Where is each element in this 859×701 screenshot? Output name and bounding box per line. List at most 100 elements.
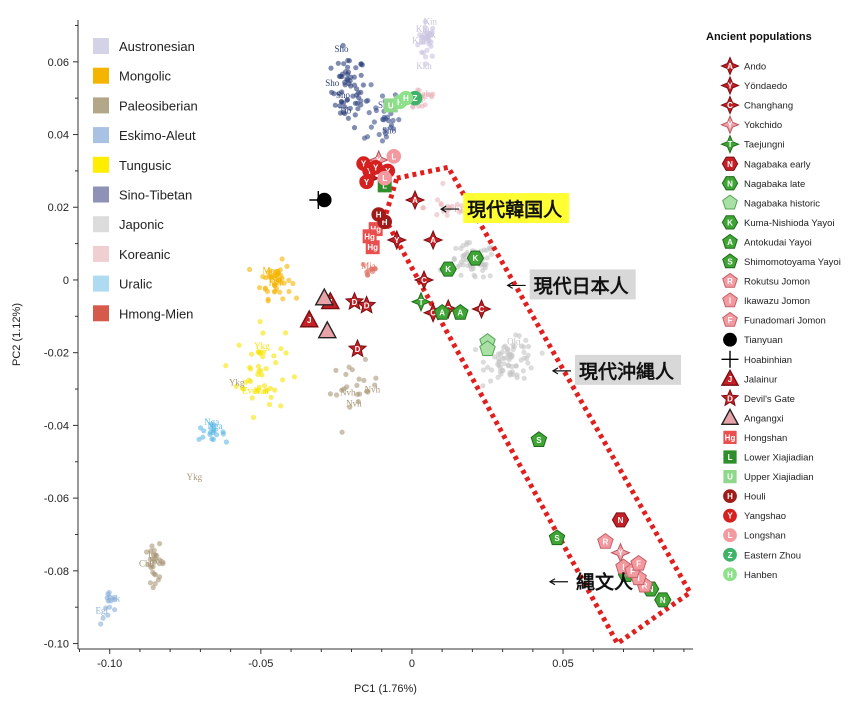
cloud-dot-mongolic [290, 280, 296, 287]
ancient-legend-marker [721, 350, 739, 368]
cloud-dot-sino-tibetan [347, 105, 353, 111]
cloud-dot-hmong-mien [360, 261, 366, 268]
ancient-legend-marker: Hg [723, 430, 737, 445]
language-legend: Austronesian Mongolic Paleosiberian Eskimo-… [93, 38, 198, 322]
cloud-dot-sino-tibetan [345, 64, 351, 70]
cloud-dot-paleosiberian [156, 561, 163, 567]
cloud-dot-paleosiberian [152, 581, 158, 587]
point-letter: Hg [367, 243, 378, 252]
legend-marker-letter: A [727, 238, 733, 247]
ancient-legend-label: Shimomotoyama Yayoi [744, 257, 841, 268]
legend-label: Sino-Tibetan [119, 188, 192, 203]
x-tick-label: -0.05 [248, 658, 273, 670]
ancient-legend-marker: Y [723, 508, 737, 523]
legend-marker-letter: H [727, 570, 733, 579]
cloud-dot-japonic [487, 273, 493, 279]
cloud-dot-austronesian [423, 61, 429, 67]
cloud-dot-sino-tibetan [371, 119, 377, 125]
annotation-korea: 現代韓国人 [440, 193, 570, 224]
ancient-legend-item-hoabinhian: Hoabinhian [721, 350, 792, 368]
cloud-dot-japonic [472, 274, 478, 280]
legend-label: Japonic [119, 217, 164, 232]
legend-swatch [93, 127, 109, 144]
dotted-highlight-box [382, 164, 693, 646]
point-letter: Y [364, 178, 370, 187]
ancient-legend-label: Changhang [744, 101, 793, 112]
ancient-legend-item-jalainur: J Jalainur [720, 368, 777, 386]
annotation-background [575, 354, 682, 385]
cloud-dot-tungusic [250, 414, 257, 420]
point-letter: K [473, 254, 479, 263]
cloud-label-hmong-mien: Mia [361, 261, 376, 271]
annotation-label: 現代日本人 [534, 274, 630, 297]
ancient-legend-label: Ikawazu Jomon [744, 296, 810, 307]
legend-label: Austronesian [119, 39, 195, 54]
cloud-dot-japonic [495, 361, 501, 367]
x-tick-label: -0.10 [97, 658, 122, 670]
legend-marker-letter: J [728, 375, 732, 384]
cloud-dot-eskimo-aleut [103, 605, 109, 611]
ancient-legend-marker: A [722, 233, 738, 249]
ancient-legend-title: Ancient populations [706, 31, 812, 43]
cloud-dot-sino-tibetan [364, 134, 371, 140]
cloud-dot-austronesian [429, 53, 435, 59]
cloud-dot-mongolic [286, 288, 292, 295]
cloud-dot-mongolic [263, 275, 269, 281]
legend-item-hmong-mien: Hmong-Mien [93, 305, 193, 322]
y-tick-label: -0.10 [44, 639, 69, 651]
cloud-dot-mongolic [267, 268, 273, 274]
point-ando: A [422, 229, 444, 251]
point-letter: A [439, 309, 445, 318]
legend-marker-letter: Y [727, 512, 733, 521]
point-letter: I [622, 563, 624, 572]
point-letter: N [648, 585, 654, 594]
cloud-dot-austronesian [417, 32, 423, 38]
legend-item-austronesian: Austronesian [93, 38, 195, 54]
annotation-label: 縄文人 [576, 571, 634, 594]
cloud-dot-tungusic [264, 387, 270, 393]
legend-label: Eskimo-Aleut [119, 128, 196, 143]
ancient-legend-item-yangshao: Y Yangshao [723, 508, 786, 523]
ancient-legend-marker: L [723, 450, 737, 464]
point-letter: S [554, 534, 560, 543]
point-nagabaka-early: N [611, 512, 630, 528]
cloud-dot-sino-tibetan [355, 90, 361, 96]
cloud-dot-sino-tibetan [382, 116, 389, 122]
ancient-legend-label: Nagabaka early [744, 159, 811, 170]
cloud-dot-koreanic [429, 94, 435, 100]
cloud-dot-uralic [223, 439, 229, 445]
point-letter: L [382, 174, 387, 183]
point-letter: N [660, 596, 666, 605]
legend-label: Mongolic [119, 69, 172, 84]
point-houli: H [371, 207, 387, 222]
legend-item-tungusic: Tungusic [93, 156, 172, 173]
ancient-legend-label: Lower Xiajiadian [744, 453, 814, 464]
cloud-dot-paleosiberian [327, 391, 333, 397]
cloud-dot-koreanic [459, 203, 465, 209]
cloud-dot-tungusic [260, 354, 266, 360]
ancient-legend-item-nagabaka-late: N Nagabaka late [721, 176, 805, 191]
ancient-legend-marker: N [721, 176, 739, 191]
point-letter: C [479, 305, 485, 314]
cloud-dot-japonic [460, 253, 466, 259]
cloud-dot-sino-tibetan [331, 91, 337, 97]
cloud-dot-austronesian [426, 31, 432, 37]
cloud-label-uralic: Nga [208, 421, 223, 431]
cloud-dot-koreanic [459, 208, 465, 214]
ancient-legend-label: Ando [744, 62, 766, 73]
cloud-dot-sino-tibetan [396, 117, 402, 123]
cloud-dot-koreanic [410, 104, 416, 110]
ancient-legend-label: Hoabinhian [744, 355, 792, 366]
ancient-legend-item-hanben: H Hanben [723, 567, 777, 582]
cloud-dot-japonic [521, 375, 527, 381]
cloud-label-uralic: Nga [204, 417, 219, 427]
cloud-label-paleosiberian: Nvh [346, 398, 362, 408]
ancient-legend-label: Angangxi [744, 413, 784, 424]
ancient-legend-label: Tianyuan [744, 335, 783, 346]
legend-marker-letter: Hg [725, 433, 736, 442]
cloud-dot-eskimo-aleut [107, 595, 113, 601]
cloud-dot-sino-tibetan [344, 97, 351, 103]
cloud-label-sino-tibetan: Sho [336, 90, 351, 100]
legend-item-sino-tibetan: Sino-Tibetan [93, 186, 192, 203]
ancient-legend-marker: L [723, 528, 737, 543]
